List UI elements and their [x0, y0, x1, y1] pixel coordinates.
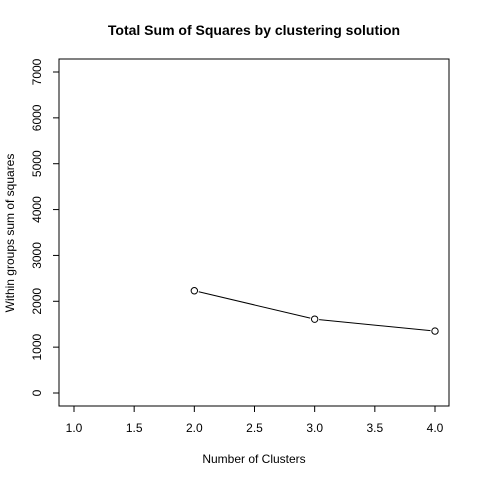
series-line-segment — [319, 319, 431, 332]
plot-area-frame — [58, 58, 450, 407]
series-line-segment — [198, 291, 311, 319]
x-axis-title: Number of Clusters — [202, 452, 305, 466]
data-point — [310, 315, 319, 323]
x-tick-label: 4.0 — [427, 421, 444, 435]
x-tick-label: 1.5 — [126, 421, 143, 435]
y-tick-label: 2000 — [30, 288, 44, 315]
x-tick-label: 2.5 — [246, 421, 263, 435]
y-axis-title: Within groups sum of squares — [3, 154, 17, 313]
y-tick-label: 6000 — [30, 104, 44, 131]
y-axis: 0 1000 2000 3000 4000 5000 6000 7000 — [30, 58, 60, 396]
y-tick-label: 0 — [30, 389, 44, 396]
data-point — [431, 327, 439, 335]
y-tick-label: 4000 — [30, 196, 44, 223]
data-point — [190, 287, 199, 295]
x-tick-label: 2.0 — [186, 421, 203, 435]
series-layer — [190, 287, 439, 335]
y-tick-label: 5000 — [30, 150, 44, 177]
x-tick-label: 3.0 — [306, 421, 323, 435]
chart-title: Total Sum of Squares by clustering solut… — [108, 22, 400, 38]
y-tick-label: 7000 — [30, 58, 44, 85]
x-axis: 1.0 1.5 2.0 2.5 3.0 3.5 4.0 — [66, 405, 444, 435]
y-tick-label: 3000 — [30, 242, 44, 269]
y-tick-label: 1000 — [30, 333, 44, 360]
x-tick-label: 1.0 — [66, 421, 83, 435]
x-tick-label: 3.5 — [366, 421, 383, 435]
